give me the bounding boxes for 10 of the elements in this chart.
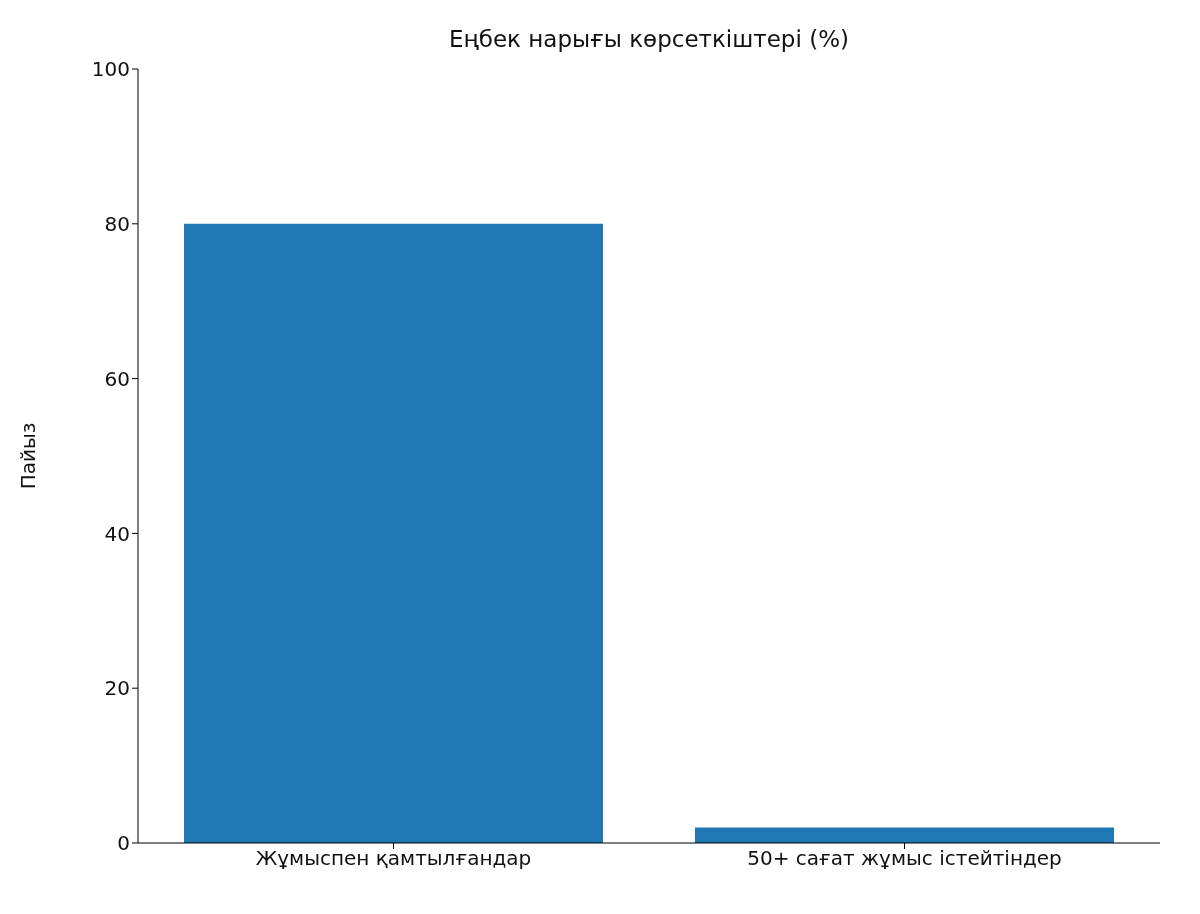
chart-title: Еңбек нарығы көрсеткіштері (%): [448, 26, 850, 52]
y-tick-label: 60: [104, 366, 130, 391]
x-tick-label: Жұмыспен қамтылғандар: [255, 846, 532, 871]
y-tick-label: 0: [117, 831, 130, 856]
x-tick-label: 50+ сағат жұмыс істейтіндер: [747, 846, 1062, 871]
y-tick-label: 20: [104, 676, 130, 701]
y-axis-title: Пайыз: [16, 422, 41, 490]
y-tick-label: 80: [104, 211, 130, 236]
y-tick-label: 100: [91, 57, 130, 82]
y-tick-label: 40: [104, 521, 130, 546]
